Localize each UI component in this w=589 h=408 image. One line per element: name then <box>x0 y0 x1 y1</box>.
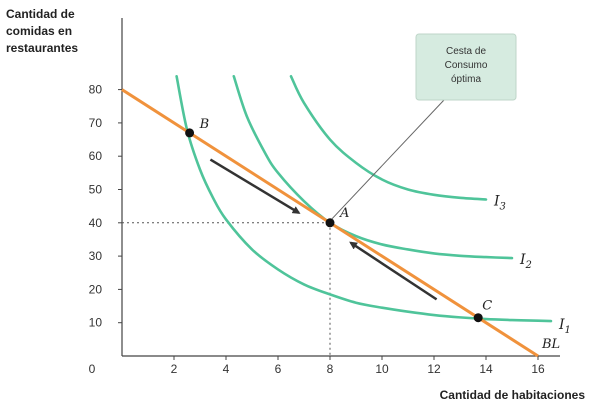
callout-box <box>415 33 517 101</box>
callout-text-line: óptima <box>451 74 481 85</box>
y-tick-label: 50 <box>89 183 103 197</box>
indifference-curve-1 <box>175 74 553 323</box>
callout-text-line: Consumo <box>445 60 488 71</box>
y-tick-label: 10 <box>89 316 103 330</box>
y-tick-label: 80 <box>89 83 103 97</box>
x-axis-label: Cantidad de habitaciones <box>439 388 585 402</box>
curve-label-1: I1 <box>558 317 571 336</box>
x-tick-label: 12 <box>427 362 441 376</box>
point-B <box>185 128 195 138</box>
point-A <box>325 218 335 228</box>
point-label-C: C <box>482 299 492 314</box>
callout-text-line: Cesta de <box>446 46 486 57</box>
budget-line-label: BL <box>541 337 560 352</box>
y-tick-label: 70 <box>89 116 103 130</box>
x-tick-label: 0 <box>89 362 96 376</box>
point-C <box>473 313 483 323</box>
curve-label-3: I3 <box>493 193 506 212</box>
curve-label-2: I2 <box>519 252 532 271</box>
y-tick-label: 20 <box>89 282 103 296</box>
x-tick-label: 16 <box>531 362 545 376</box>
x-tick-label: 4 <box>223 362 230 376</box>
x-tick-label: 10 <box>375 362 389 376</box>
x-tick-label: 14 <box>479 362 493 376</box>
y-tick-label: 40 <box>89 216 103 230</box>
point-label-A: A <box>339 206 349 221</box>
y-axis-label: Cantidad de comidas en restaurantes <box>6 7 79 55</box>
y-tick-label: 60 <box>89 149 103 163</box>
y-tick-label: 30 <box>89 249 103 263</box>
point-label-B: B <box>199 117 210 132</box>
movement-arrow-2 <box>349 241 438 301</box>
x-tick-label: 6 <box>275 362 282 376</box>
indifference-curve-3 <box>289 74 488 201</box>
movement-arrow-1 <box>209 158 301 214</box>
x-tick-label: 2 <box>171 362 178 376</box>
callout-leader-line <box>331 99 445 220</box>
x-tick-label: 8 <box>327 362 334 376</box>
indifference-curve-2 <box>232 74 514 260</box>
